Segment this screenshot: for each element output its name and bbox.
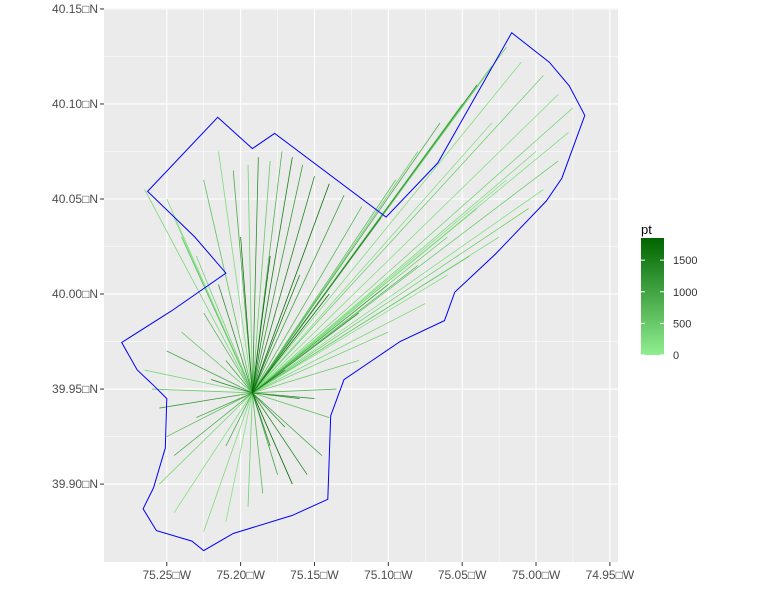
trip-line [252, 312, 360, 394]
trip-line [144, 189, 253, 394]
grid-lines [104, 8, 618, 562]
trip-line [252, 392, 286, 428]
x-tick-label: 75.15□W [290, 568, 339, 582]
x-tick-label: 75.25□W [142, 568, 191, 582]
trip-line [159, 392, 253, 485]
legend-label: 0 [673, 350, 679, 362]
y-tick-label: 40.00□N [52, 287, 98, 301]
trip-line [252, 274, 301, 394]
trip-line [173, 392, 253, 513]
trip-line [252, 274, 448, 394]
trip-line [210, 379, 253, 394]
trip-line [218, 284, 253, 393]
trip-line [252, 388, 337, 394]
trip-line [252, 179, 397, 394]
trip-line [151, 388, 253, 394]
trip-line [252, 84, 478, 394]
x-tick-label: 74.95□W [586, 568, 635, 582]
trip-line [252, 208, 529, 394]
trip-lines [144, 46, 574, 532]
trip-line [252, 208, 478, 394]
trip-line [252, 122, 493, 394]
y-tick-label: 40.10□N [52, 97, 98, 111]
trip-line [252, 75, 544, 394]
trip-line [252, 157, 259, 393]
trip-line [225, 392, 253, 447]
trip-line [252, 369, 286, 394]
trip-line [173, 392, 253, 456]
trip-line [203, 312, 253, 394]
trip-line [252, 206, 363, 394]
trip-line [252, 392, 330, 418]
trip-line [144, 369, 253, 394]
trip-line [240, 236, 253, 393]
trip-line [252, 160, 271, 393]
trip-line [196, 392, 253, 418]
legend-colorbar [641, 238, 664, 355]
trip-line [195, 255, 253, 394]
trip-line [252, 157, 293, 393]
trip-line [181, 331, 253, 394]
trip-line [252, 392, 264, 494]
legend-label: 1500 [673, 255, 697, 267]
trip-line [252, 195, 345, 394]
trip-line [218, 151, 253, 393]
trip-line [252, 164, 304, 393]
trip-line [252, 392, 271, 447]
trip-line [225, 392, 253, 523]
trip-line [252, 293, 330, 394]
legend-label: 1000 [673, 287, 697, 299]
trip-line [252, 360, 359, 394]
trip-line [252, 61, 522, 394]
legend-title: pt [641, 222, 652, 237]
trip-line [252, 183, 330, 393]
trip-line [252, 392, 293, 485]
x-tick-label: 75.00□W [512, 568, 561, 582]
trip-line [203, 392, 253, 532]
x-tick-label: 75.10□W [364, 568, 413, 582]
trip-line [203, 179, 253, 393]
legend-label: 500 [673, 318, 691, 330]
panel-background [104, 8, 618, 562]
trip-line [252, 107, 574, 394]
trip-line [252, 122, 441, 394]
trip-line [252, 392, 308, 475]
trip-line [247, 164, 253, 393]
x-tick-label: 75.20□W [216, 568, 265, 582]
trip-line [181, 236, 253, 394]
trip-line [252, 392, 300, 399]
trip-line [166, 350, 253, 394]
y-axis: 39.90□N 39.95□N 40.00□N 40.05□N 40.10□N 40.15… [52, 2, 104, 491]
trip-line [166, 392, 253, 437]
trip-line [252, 331, 389, 394]
y-tick-label: 39.95□N [52, 382, 98, 396]
y-tick-label: 40.05□N [52, 192, 98, 206]
trip-line [159, 392, 253, 409]
x-tick-label: 75.05□W [438, 568, 487, 582]
trip-line [252, 179, 507, 394]
trip-line [252, 176, 315, 393]
trip-line [252, 284, 389, 394]
trip-line [252, 392, 323, 456]
legend: pt 1500 1000 500 0 [641, 222, 697, 362]
y-tick-label: 40.15□N [52, 2, 98, 16]
trip-line [252, 189, 544, 394]
trip-line [252, 265, 419, 394]
trip-line [252, 303, 426, 394]
legend-ticks: 1500 1000 500 0 [641, 255, 697, 362]
trip-line [252, 255, 271, 393]
trip-line [225, 360, 253, 394]
y-tick-label: 39.90□N [52, 477, 98, 491]
city-boundary [121, 31, 586, 552]
trip-line [252, 94, 559, 394]
trip-line [247, 392, 253, 507]
trip-line [252, 255, 470, 394]
x-axis: 75.25□W 75.20□W 75.15□W 75.10□W 75.05□W 75.00… [142, 562, 635, 582]
trip-line [252, 151, 537, 394]
